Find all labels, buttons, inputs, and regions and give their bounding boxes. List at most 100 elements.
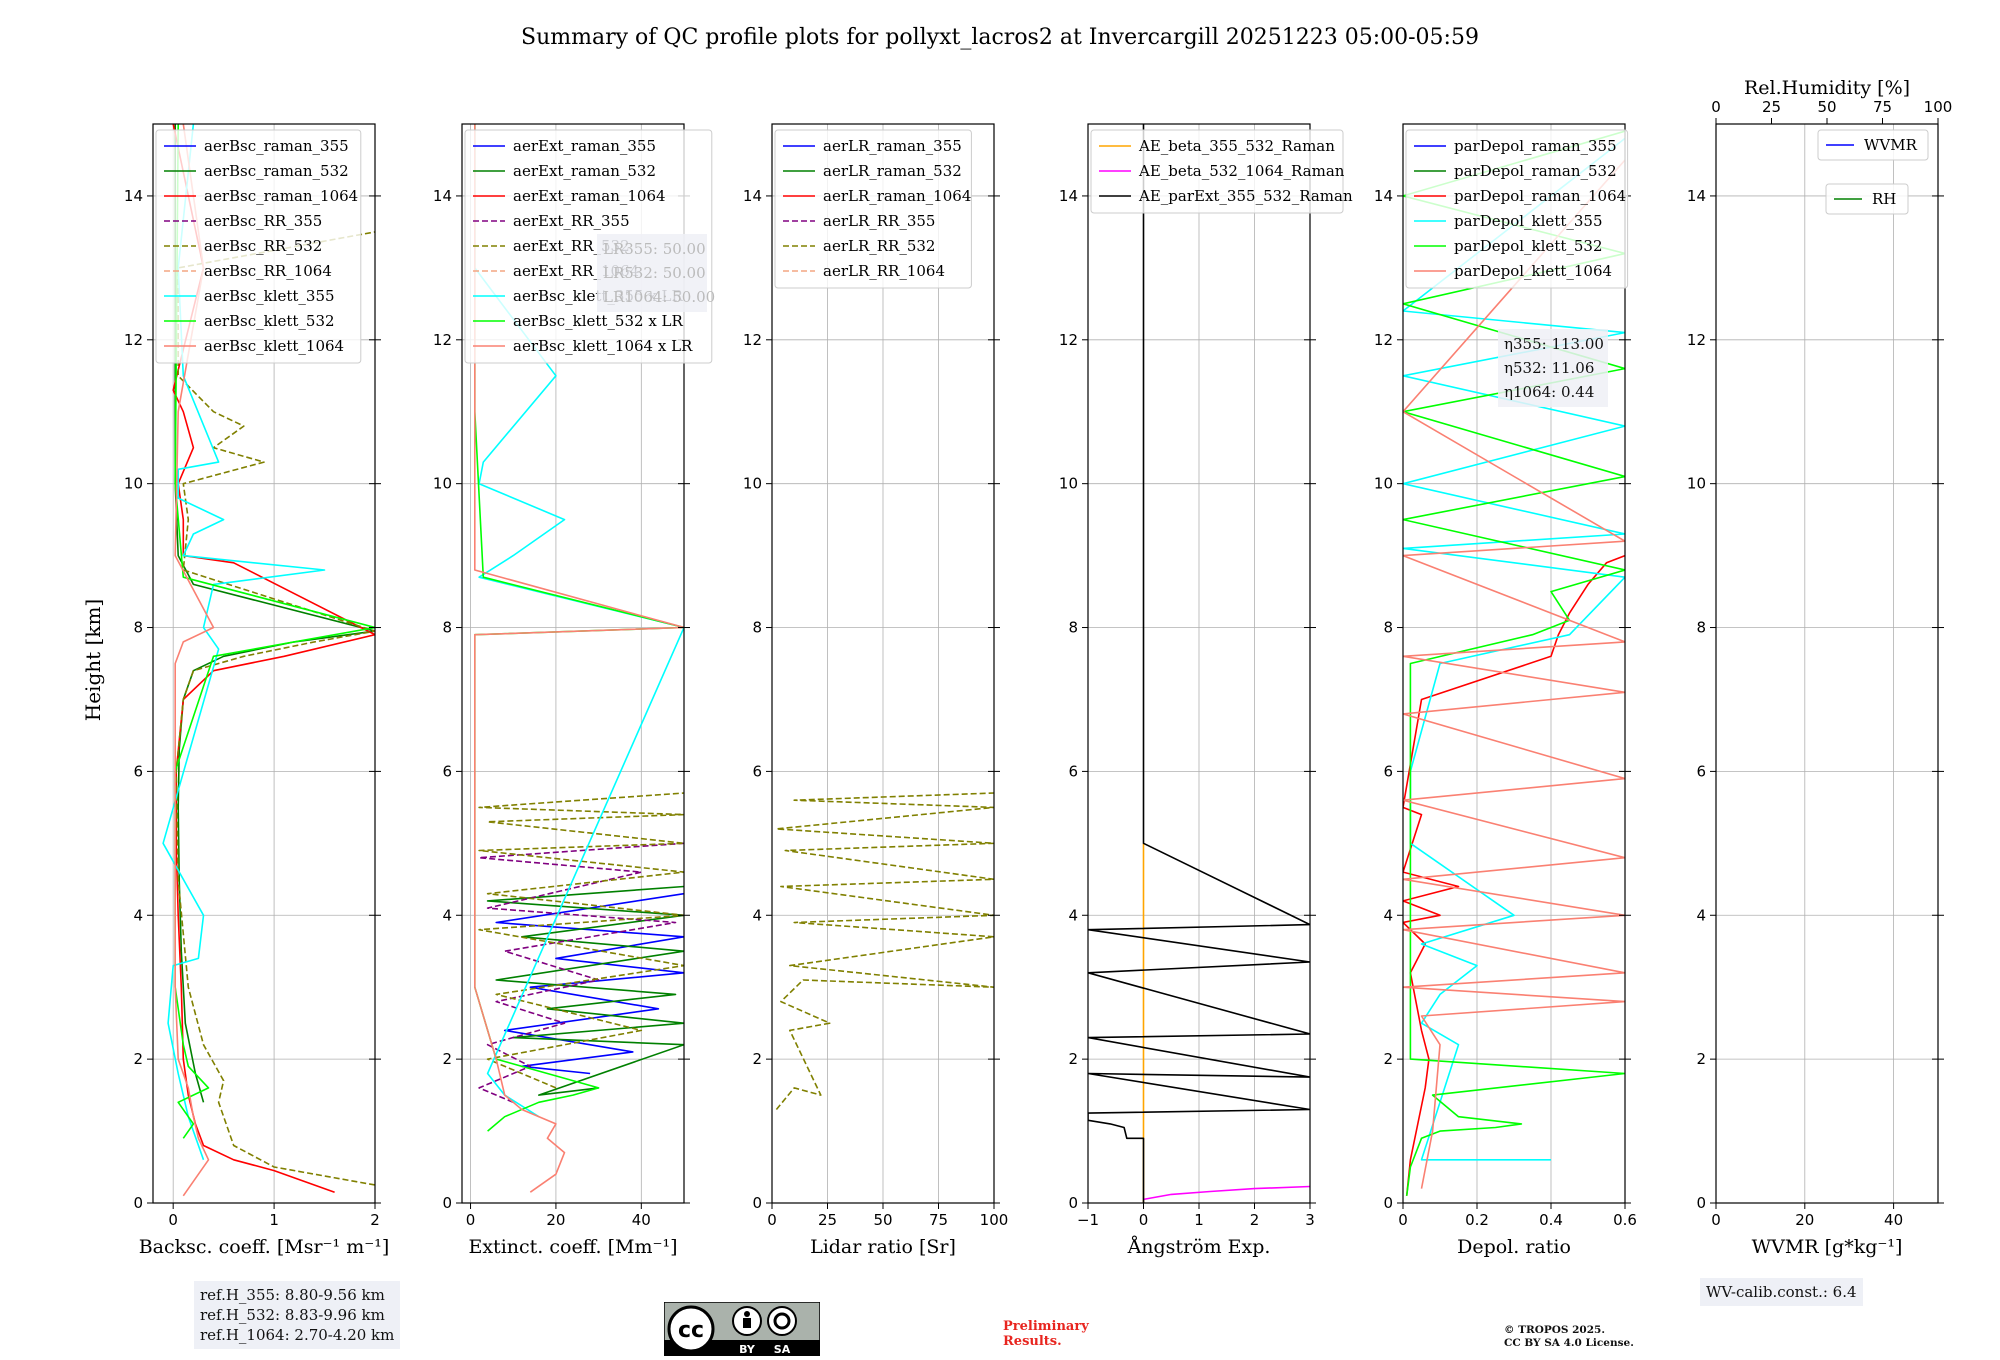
y-tick-label: 2	[1383, 1050, 1393, 1068]
legend: parDepol_raman_355 parDepol_raman_532 parD…	[1405, 129, 1629, 289]
y-tick-label: 8	[752, 619, 762, 637]
x-tick-label: 3	[1305, 1211, 1315, 1229]
series-group	[162, 124, 375, 1197]
legend-box	[1405, 129, 1629, 289]
panel-lidar_ratio: 0 25 50 75 100 0 2 4 6 8 10 12 14 Lidar ratio [Sr] aer…	[743, 123, 1009, 1258]
legend-label: aerBsc_klett_532 x LR	[513, 312, 684, 330]
top-x-axis-label: Rel.Humidity [%]	[1744, 77, 1910, 99]
wv-calib-const: WV-calib.const.: 6.4	[1706, 1283, 1857, 1301]
series-group	[1088, 124, 1310, 1203]
preliminary-results-note: Preliminary Results.	[1003, 1319, 1089, 1349]
y-tick-label: 10	[124, 475, 143, 493]
legend-box	[1817, 129, 1929, 161]
panel-extinction: 0 20 40 0 2 4 6 8 10 12 14 Extinct. coeff. [Mm⁻¹] ae…	[433, 123, 715, 1258]
top-x-tick-label: 50	[1817, 98, 1836, 116]
legend-label: RH	[1872, 190, 1896, 208]
by-person-head	[744, 1311, 750, 1317]
y-tick-label: 6	[1383, 762, 1393, 780]
legend-box	[1825, 183, 1909, 215]
legend-label: aerLR_raman_355	[823, 137, 962, 155]
series-line-aerext-rr-355	[478, 842, 684, 1104]
y-tick-label: 10	[1374, 475, 1393, 493]
y-tick-label: 0	[133, 1194, 143, 1212]
series-line-ae-parext-355-532-raman	[1088, 124, 1310, 1203]
y-tick-label: 10	[1059, 475, 1078, 493]
x-tick-label: 20	[546, 1211, 565, 1229]
preliminary-line-1: Preliminary	[1003, 1319, 1089, 1334]
y-tick-label: 8	[442, 619, 452, 637]
y-tick-label: 12	[124, 331, 143, 349]
copyright-note: © TROPOS 2025. CC BY SA 4.0 License.	[1504, 1324, 1634, 1350]
panel-frame	[1402, 123, 1626, 1204]
y-tick-label: 0	[1383, 1194, 1393, 1212]
y-tick-label: 14	[124, 187, 143, 205]
y-tick-label: 12	[1059, 331, 1078, 349]
top-x-tick-label: 0	[1711, 98, 1721, 116]
legend-label: aerBsc_RR_532	[204, 237, 322, 255]
series-line-aerext-rr-532	[478, 792, 684, 1089]
legend-label: aerBsc_klett_355	[204, 287, 335, 305]
copyright-line-2: CC BY SA 4.0 License.	[1504, 1337, 1634, 1349]
legend-label: AE_parExt_355_532_Raman	[1138, 187, 1353, 205]
y-tick-label: 4	[1696, 906, 1706, 924]
legend-label: parDepol_klett_532	[1454, 237, 1603, 255]
x-axis-label: Extinct. coeff. [Mm⁻¹]	[468, 1236, 677, 1258]
y-tick-label: 0	[1696, 1194, 1706, 1212]
y-tick-label: 2	[1068, 1050, 1078, 1068]
info-box-line: LR355: 50.00	[603, 240, 706, 258]
top-x-tick-label: 100	[1924, 98, 1953, 116]
x-tick-label: 0	[168, 1211, 178, 1229]
series-line-aerext-raman-532	[486, 885, 684, 1096]
legend-label: aerExt_raman_1064	[513, 187, 666, 205]
series-group	[775, 792, 994, 1111]
ref-height-532: ref.H_532: 8.83-9.96 km	[200, 1306, 385, 1324]
by-label: BY	[739, 1343, 756, 1356]
y-tick-label: 6	[442, 762, 452, 780]
legend-label: parDepol_raman_1064	[1454, 187, 1626, 205]
series-line-aerbsc-klett-1064-x-lr	[473, 124, 684, 1193]
x-tick-label: 100	[980, 1211, 1009, 1229]
legend-label: aerExt_raman_355	[513, 137, 656, 155]
preliminary-line-2: Results.	[1003, 1334, 1062, 1349]
info-box-line: LR1064: 50.00	[603, 288, 715, 306]
legend-label: aerBsc_RR_1064	[204, 262, 332, 280]
series-line-pardepol-klett-532	[1403, 130, 1625, 1196]
sa-arrow-ring	[773, 1312, 791, 1330]
legend-label: parDepol_raman_355	[1454, 137, 1617, 155]
legend-label: aerLR_RR_532	[823, 237, 935, 255]
y-tick-label: 10	[1687, 475, 1706, 493]
x-tick-label: 0	[466, 1211, 476, 1229]
info-box-line: η1064: 0.44	[1504, 383, 1594, 401]
x-tick-label: 0.2	[1465, 1211, 1489, 1229]
y-tick-label: 8	[1696, 619, 1706, 637]
x-axis-label: Backsc. coeff. [Msr⁻¹ m⁻¹]	[139, 1236, 390, 1258]
y-tick-label: 12	[1374, 331, 1393, 349]
panel-frame	[461, 123, 685, 1204]
legend-box	[1090, 129, 1344, 214]
x-tick-label: −1	[1077, 1211, 1099, 1229]
y-tick-label: 0	[752, 1194, 762, 1212]
series-line-ae-beta-532-1064-raman	[1143, 1185, 1310, 1201]
y-axis-label: Height [km]	[81, 599, 105, 721]
sa-share-icon	[767, 1306, 797, 1336]
info-box-bg	[597, 234, 707, 312]
ref-height-1064: ref.H_1064: 2.70-4.20 km	[200, 1326, 395, 1344]
series-line-aerlr-rr-532	[775, 792, 994, 1111]
wv-calibration-box: WV-calib.const.: 6.4	[1700, 1278, 1863, 1306]
lidar-ratio-box: LR355: 50.00 LR532: 50.00 LR1064: 50.00	[597, 234, 715, 312]
legend-label: AE_beta_532_1064_Raman	[1138, 162, 1345, 180]
y-tick-label: 10	[743, 475, 762, 493]
legend-label: aerBsc_raman_1064	[204, 187, 358, 205]
info-box-bg	[1498, 329, 1608, 407]
x-tick-label: 40	[632, 1211, 651, 1229]
series-line-pardepol-klett-355	[1403, 137, 1625, 1161]
series-group	[1403, 130, 1625, 1196]
info-box-line: η355: 113.00	[1504, 335, 1604, 353]
y-tick-label: 14	[1687, 187, 1706, 205]
y-tick-label: 8	[133, 619, 143, 637]
legend-label: AE_beta_355_532_Raman	[1138, 137, 1335, 155]
legend-label: aerBsc_RR_355	[204, 212, 322, 230]
panel-depol: 0 0.2 0.4 0.6 0 2 4 6 8 10 12 14 Depol. ratio parDepo…	[1374, 123, 1637, 1258]
y-tick-label: 8	[1068, 619, 1078, 637]
